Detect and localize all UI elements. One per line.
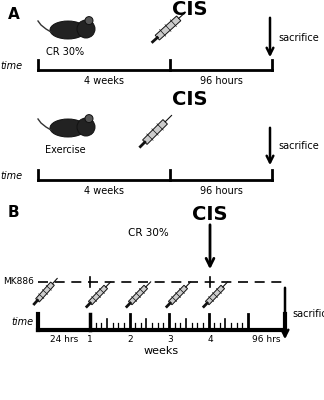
Text: CIS: CIS xyxy=(172,90,208,109)
Text: 4: 4 xyxy=(207,335,213,344)
Bar xyxy=(143,120,168,144)
Circle shape xyxy=(85,115,93,122)
Bar xyxy=(168,285,188,305)
Ellipse shape xyxy=(50,119,86,137)
Text: 4 weeks: 4 weeks xyxy=(84,76,124,86)
Text: time: time xyxy=(0,171,22,181)
Text: 3: 3 xyxy=(167,335,173,344)
Text: 24 hrs: 24 hrs xyxy=(50,335,78,344)
Text: CIS: CIS xyxy=(172,0,208,19)
Bar xyxy=(205,285,225,305)
Text: 96 hrs: 96 hrs xyxy=(252,335,281,344)
Ellipse shape xyxy=(50,21,86,39)
Bar xyxy=(155,16,181,40)
Text: Exercise: Exercise xyxy=(45,145,85,155)
Text: MK886: MK886 xyxy=(3,278,34,286)
Circle shape xyxy=(85,17,93,25)
Text: A: A xyxy=(8,7,20,22)
Text: 96 hours: 96 hours xyxy=(200,76,242,86)
Text: 2: 2 xyxy=(127,335,133,344)
Text: time: time xyxy=(0,61,22,71)
Bar xyxy=(128,285,147,305)
Text: CIS: CIS xyxy=(192,205,228,224)
Circle shape xyxy=(77,20,95,38)
Bar xyxy=(88,285,108,305)
Text: 1: 1 xyxy=(87,335,93,344)
Text: CR 30%: CR 30% xyxy=(46,47,84,57)
Circle shape xyxy=(77,118,95,136)
Text: 96 hours: 96 hours xyxy=(200,186,242,196)
Bar xyxy=(36,282,54,302)
Text: sacrifice: sacrifice xyxy=(278,33,319,43)
Text: B: B xyxy=(8,205,20,220)
Text: 4 weeks: 4 weeks xyxy=(84,186,124,196)
Text: sacrifice: sacrifice xyxy=(292,309,324,319)
Text: sacrifice: sacrifice xyxy=(278,141,319,151)
Text: time: time xyxy=(11,317,33,327)
Text: CR 30%: CR 30% xyxy=(128,228,168,238)
Text: weeks: weeks xyxy=(144,346,179,356)
